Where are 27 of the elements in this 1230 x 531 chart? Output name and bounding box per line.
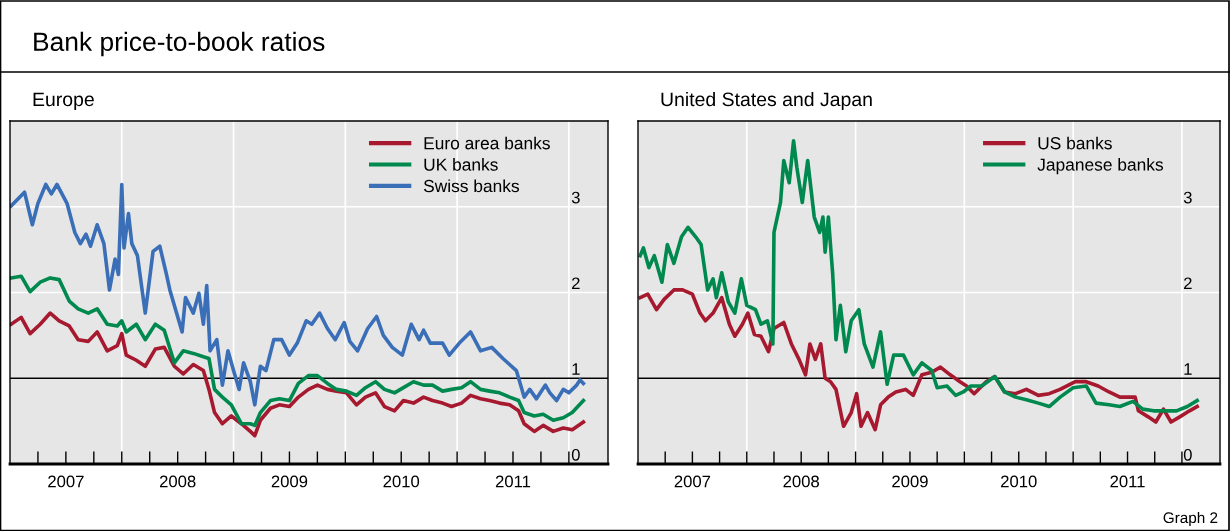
caption: Graph 2 <box>1163 511 1218 527</box>
x-tick-label: 2010 <box>1001 475 1037 488</box>
y-tick-label: 3 <box>571 191 580 204</box>
y-tick-label: 1 <box>1184 363 1192 375</box>
y-tick-label: 1 <box>572 363 580 375</box>
y-tick-label: 0 <box>571 448 580 461</box>
x-tick-label: 2007 <box>674 475 711 488</box>
chart-subtitle: United States and Japan <box>661 91 872 111</box>
x-tick-label: 2010 <box>383 475 420 488</box>
y-tick-label: 2 <box>1184 277 1192 290</box>
x-tick-label: 2011 <box>495 475 531 488</box>
legend-label: Japanese banks <box>1037 158 1164 175</box>
legend-label: Swiss banks <box>423 179 519 193</box>
x-tick-label: 2008 <box>783 475 819 488</box>
legend-label: UK banks <box>424 158 498 171</box>
x-tick-label: 2009 <box>892 475 928 488</box>
chart-subtitle: Europe <box>33 92 94 111</box>
chart-title: Bank price-to-book ratios <box>34 31 325 57</box>
x-tick-label: 2008 <box>159 475 196 488</box>
y-tick-label: 3 <box>1183 191 1192 204</box>
x-tick-label: 2007 <box>48 475 84 488</box>
legend-label: US banks <box>1038 136 1112 150</box>
x-tick-label: 2009 <box>271 475 308 488</box>
y-tick-label: 2 <box>572 277 580 290</box>
y-tick-label: 0 <box>1183 448 1192 461</box>
x-tick-label: 2011 <box>1110 475 1145 488</box>
legend-label: Euro area banks <box>424 136 550 150</box>
